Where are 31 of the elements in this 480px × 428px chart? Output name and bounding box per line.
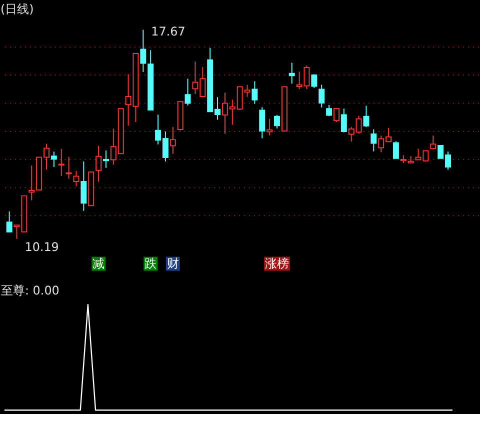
- candlestick: [370, 128, 377, 152]
- candlestick: [58, 148, 64, 176]
- text: 减: [92, 256, 105, 271]
- candlestick: [363, 105, 370, 128]
- candlestick: [311, 74, 318, 88]
- candlestick: [274, 114, 280, 129]
- text: 10.19: [24, 240, 59, 254]
- candlestick: [6, 210, 12, 233]
- candlestick: [184, 78, 191, 106]
- candlestick: [102, 150, 109, 168]
- candlestick: [430, 135, 436, 150]
- candlestick: [66, 156, 72, 180]
- chart-title: 至尊: 0.00: [0, 284, 60, 298]
- candlestick: [340, 108, 347, 133]
- candlestick: [170, 126, 176, 154]
- candlestick: [318, 84, 325, 108]
- candlestick: [96, 145, 102, 182]
- candlestick: [333, 108, 340, 122]
- candlestick: [288, 62, 295, 84]
- candlestick: [73, 170, 80, 187]
- candlestick: [266, 118, 273, 136]
- chart-title: (日线): [0, 2, 34, 16]
- candlestick: [50, 151, 57, 168]
- candlestick: [259, 106, 266, 139]
- text: 涨榜: [264, 256, 289, 271]
- candlestick: [80, 160, 87, 212]
- text: 跌: [144, 256, 157, 271]
- annotation: 17.67: [151, 24, 186, 39]
- candlestick: [252, 80, 258, 104]
- candlestick: [392, 140, 399, 159]
- text: 财: [166, 256, 179, 271]
